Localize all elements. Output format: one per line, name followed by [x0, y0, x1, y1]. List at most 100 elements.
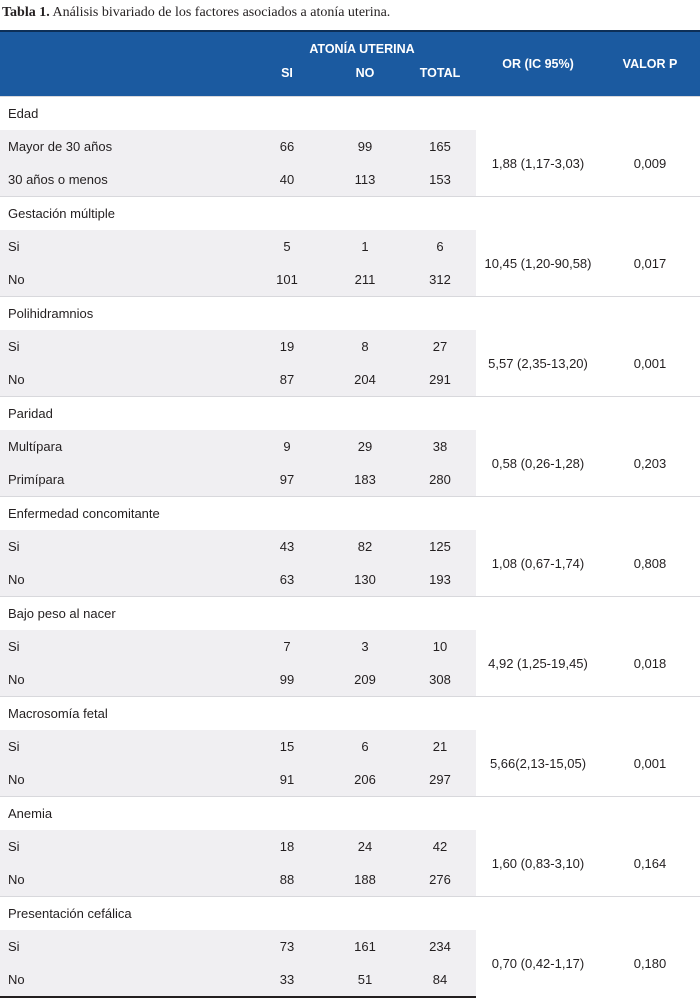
count-total: 21 — [404, 730, 476, 763]
category-label: Si — [0, 930, 248, 963]
count-si: 101 — [248, 263, 326, 297]
category-row: Si 19 8 27 5,57 (2,35-13,20) 0,001 — [0, 330, 700, 397]
category-row: Mayor de 30 años 66 99 165 1,88 (1,17-3,03) 0… — [0, 130, 700, 197]
factor-label: Enfermedad concomitante — [0, 496, 700, 530]
count-no: 29 — [326, 430, 404, 463]
category-row: Si 18 24 42 1,60 (0,83-3,10) 0,164 — [0, 830, 700, 897]
header-blank-2 — [0, 66, 248, 97]
count-total: 308 — [404, 663, 476, 697]
factor-label: Edad — [0, 96, 700, 130]
count-no: 6 — [326, 730, 404, 763]
count-total: 193 — [404, 563, 476, 597]
count-total: 125 — [404, 530, 476, 563]
factor-row: Bajo peso al nacer — [0, 596, 700, 630]
count-no: 24 — [326, 830, 404, 863]
count-total: 6 — [404, 230, 476, 263]
category-label: No — [0, 863, 248, 897]
header-group-atonia: ATONÍA UTERINA — [248, 30, 476, 66]
category-label: Si — [0, 830, 248, 863]
category-row: No 101 211 312 — [0, 263, 700, 297]
count-total: 291 — [404, 363, 476, 397]
or-value: 1,88 (1,17-3,03) — [476, 130, 600, 197]
factor-label: Presentación cefálica — [0, 896, 700, 930]
count-si: 99 — [248, 663, 326, 697]
count-total: 153 — [404, 163, 476, 197]
header-si: SI — [248, 66, 326, 97]
or-value: 0,58 (0,26-1,28) — [476, 430, 600, 497]
category-row: No 87 204 291 — [0, 363, 700, 397]
category-label: No — [0, 663, 248, 697]
count-total: 312 — [404, 263, 476, 297]
category-row: Si 5 1 6 10,45 (1,20-90,58) 0,017 — [0, 230, 700, 297]
category-label: Si — [0, 230, 248, 263]
count-no: 8 — [326, 330, 404, 363]
category-row: Multípara 9 29 38 0,58 (0,26-1,28) 0,203 — [0, 430, 700, 497]
category-row: Primípara 97 183 280 — [0, 463, 700, 497]
count-si: 43 — [248, 530, 326, 563]
count-no: 3 — [326, 630, 404, 663]
factor-label: Anemia — [0, 796, 700, 830]
category-label: 30 años o menos — [0, 163, 248, 197]
count-no: 51 — [326, 963, 404, 998]
count-total: 38 — [404, 430, 476, 463]
count-si: 73 — [248, 930, 326, 963]
count-no: 130 — [326, 563, 404, 597]
category-label: Mayor de 30 años — [0, 130, 248, 163]
category-label: No — [0, 963, 248, 998]
count-total: 165 — [404, 130, 476, 163]
caption-text: Análisis bivariado de los factores asoci… — [52, 5, 391, 20]
count-total: 27 — [404, 330, 476, 363]
category-label: No — [0, 763, 248, 797]
category-label: Primípara — [0, 463, 248, 497]
category-label: Si — [0, 330, 248, 363]
category-label: No — [0, 563, 248, 597]
factor-row: Paridad — [0, 396, 700, 430]
count-si: 40 — [248, 163, 326, 197]
count-si: 33 — [248, 963, 326, 998]
factor-row: Gestación múltiple — [0, 196, 700, 230]
factor-row: Polihidramnios — [0, 296, 700, 330]
count-no: 113 — [326, 163, 404, 197]
p-value: 0,203 — [600, 430, 700, 497]
count-no: 82 — [326, 530, 404, 563]
factor-row: Presentación cefálica — [0, 896, 700, 930]
category-label: Multípara — [0, 430, 248, 463]
count-si: 19 — [248, 330, 326, 363]
count-no: 183 — [326, 463, 404, 497]
factor-label: Polihidramnios — [0, 296, 700, 330]
count-no: 1 — [326, 230, 404, 263]
or-value: 0,70 (0,42-1,17) — [476, 930, 600, 997]
table-container: ATONÍA UTERINA OR (IC 95%) VALOR P SI NO… — [0, 30, 700, 998]
or-value: 5,66(2,13-15,05) — [476, 730, 600, 797]
bivariate-table: ATONÍA UTERINA OR (IC 95%) VALOR P SI NO… — [0, 30, 700, 998]
table-body: Edad Mayor de 30 años 66 99 165 1,88 (1,17-3,… — [0, 96, 700, 998]
count-no: 209 — [326, 663, 404, 697]
category-row: No 91 206 297 — [0, 763, 700, 797]
category-row: Si 73 161 234 0,70 (0,42-1,17) 0,180 — [0, 930, 700, 997]
count-total: 280 — [404, 463, 476, 497]
count-si: 88 — [248, 863, 326, 897]
header-or: OR (IC 95%) — [476, 30, 600, 97]
p-value: 0,808 — [600, 530, 700, 597]
count-no: 211 — [326, 263, 404, 297]
category-label: Si — [0, 530, 248, 563]
factor-row: Anemia — [0, 796, 700, 830]
or-value: 10,45 (1,20-90,58) — [476, 230, 600, 297]
count-si: 87 — [248, 363, 326, 397]
header-p: VALOR P — [600, 30, 700, 97]
caption-label: Tabla 1. — [2, 5, 50, 20]
factor-label: Gestación múltiple — [0, 196, 700, 230]
count-si: 15 — [248, 730, 326, 763]
category-row: 30 años o menos 40 113 153 — [0, 163, 700, 197]
count-total: 10 — [404, 630, 476, 663]
count-no: 204 — [326, 363, 404, 397]
p-value: 0,001 — [600, 730, 700, 797]
count-total: 42 — [404, 830, 476, 863]
p-value: 0,017 — [600, 230, 700, 297]
header-blank — [0, 30, 248, 66]
count-si: 66 — [248, 130, 326, 163]
or-value: 5,57 (2,35-13,20) — [476, 330, 600, 397]
category-row: Si 7 3 10 4,92 (1,25-19,45) 0,018 — [0, 630, 700, 697]
category-label: Si — [0, 630, 248, 663]
category-row: No 88 188 276 — [0, 863, 700, 897]
